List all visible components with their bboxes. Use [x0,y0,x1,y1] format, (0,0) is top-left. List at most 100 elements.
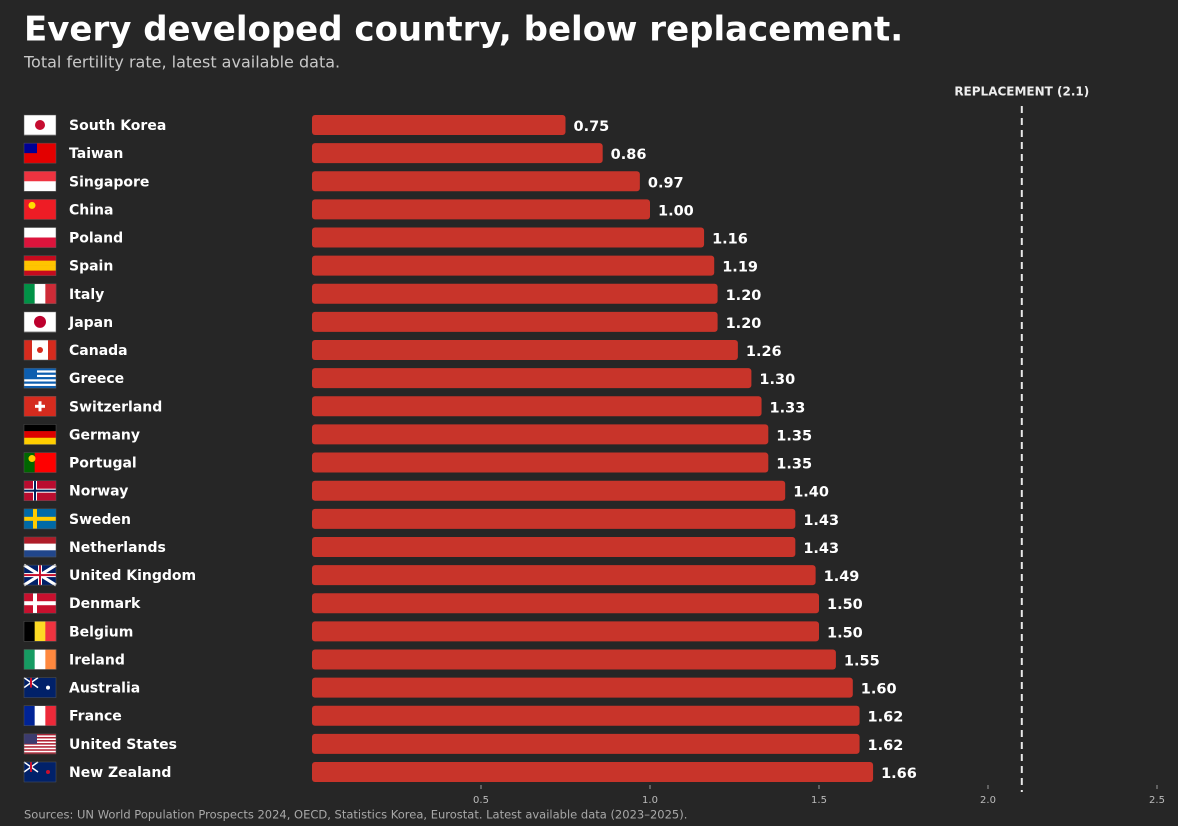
y-tick-label: Poland [69,231,123,247]
flag-stripe [24,227,56,238]
flag-stripe [24,385,56,389]
flag-stripe [40,340,49,361]
flag-stripe [24,383,56,387]
bar [312,255,715,276]
y-tick-label: Sweden [69,512,131,528]
flag-stripe [24,370,56,373]
flag-stripe [24,379,56,382]
flag-border [23,396,57,417]
flag-dot [28,201,36,209]
flag-stripe [24,741,56,744]
bar [312,761,874,782]
bar [312,621,819,642]
flag-cross [24,516,56,521]
flag-icon [23,283,57,305]
bar [312,143,603,164]
flag-stripe [24,452,35,473]
y-tick-label: Denmark [69,596,141,612]
bar [312,536,796,557]
flag-stripe [24,199,56,220]
flag-stripe [24,543,56,551]
bar [312,171,640,192]
bar [312,733,860,754]
flag-cross [39,565,41,586]
flag-cross [33,508,37,529]
value-label: 1.26 [746,344,782,360]
flag-border [23,255,57,276]
y-tick-label: Japan [68,315,113,331]
flag-border [23,339,57,361]
flag-icon [23,142,57,164]
flag-icon [23,676,57,698]
flag-icon [23,339,57,361]
flag-stripe [34,649,46,670]
y-tick-label: Greece [69,371,124,387]
bar [312,115,566,135]
flag-stripe [24,752,56,755]
flag-stripe [24,736,56,739]
flag-stripe [24,738,56,741]
value-label: 1.43 [803,541,839,557]
flag-dot [34,315,46,328]
flag-stripe [24,237,56,248]
flag-border [23,367,57,389]
x-tick-label: 0.5 [473,795,489,806]
value-label: 0.97 [648,175,684,191]
flag-border [23,761,57,783]
x-tick-label: 1.0 [642,795,658,806]
y-tick-label: United Kingdom [69,568,196,584]
value-label: 1.62 [868,738,904,754]
flag-cross [24,489,56,492]
value-label: 0.75 [574,119,610,135]
value-label: 1.66 [881,766,917,782]
flag-stripe [24,424,56,432]
y-tick-label: Belgium [69,624,133,640]
flag-stripe [24,536,56,544]
flag-dot [35,120,45,130]
flag-stripe [24,747,56,750]
flag-icon [23,255,57,276]
flag-border [23,536,57,558]
x-tick-label: 2.5 [1149,795,1165,806]
flag-canton [24,143,37,154]
value-label: 1.49 [824,569,860,585]
y-tick-label: Spain [69,259,113,275]
flag-icon [23,452,57,473]
value-label: 1.62 [868,710,904,726]
y-tick-label: China [69,202,113,218]
flag-icon [23,536,57,558]
bar [312,593,819,614]
y-tick-label: Ireland [69,652,125,668]
bar [312,480,786,501]
flag-stripe [24,283,35,304]
bar [312,396,762,417]
chart-title: Every developed country, below replaceme… [24,10,903,50]
reference-label: REPLACEMENT (2.1) [954,85,1089,99]
flag-stripe [24,340,33,361]
flag-border [23,621,57,642]
source-note: Sources: UN World Population Prospects 2… [24,808,687,822]
flag-stripe [34,621,46,642]
y-tick-label: South Korea [69,118,166,134]
y-tick-label: Germany [69,427,140,443]
flag-border [23,452,57,473]
bar [312,227,705,248]
bar [312,340,738,361]
flag-border [23,592,57,614]
flag-stripe [24,368,56,371]
flag-stripe [34,283,46,304]
flag-icon [23,508,57,530]
value-label: 1.30 [759,372,795,388]
flag-icon [23,396,57,417]
flag-stripe [24,431,56,439]
flag-icon [23,114,57,136]
flag-border [23,424,57,445]
flag-stripe [34,705,46,726]
value-label: 1.20 [726,288,762,304]
bar [312,649,836,670]
flag-icon [23,199,57,220]
flag-stripe [24,255,56,261]
flag-stripe [24,372,56,376]
value-label: 1.35 [776,457,812,473]
y-tick-label: Netherlands [69,540,166,556]
